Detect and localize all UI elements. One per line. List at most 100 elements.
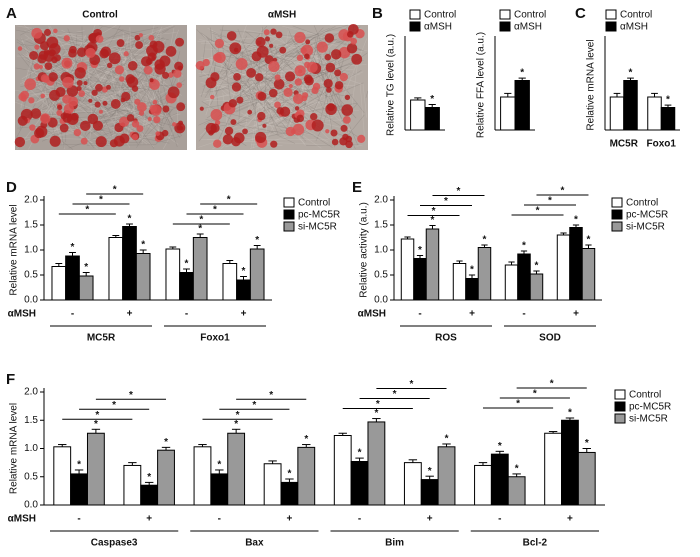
comparison-label: * <box>533 389 537 400</box>
lipid-droplet <box>348 24 359 35</box>
group-label: SOD <box>539 333 561 344</box>
bar <box>350 460 369 506</box>
significance: * <box>234 419 238 430</box>
lipid-droplet <box>235 58 248 70</box>
legend-label: αMSH <box>620 22 648 33</box>
lipid-droplet <box>92 120 103 131</box>
comparison-label: * <box>199 215 203 226</box>
image-label: αMSH <box>268 10 296 21</box>
cell-texture <box>253 91 261 149</box>
comparison-label: * <box>432 206 436 217</box>
cell-texture <box>139 66 142 78</box>
condition-label: + <box>567 514 573 525</box>
lipid-droplet <box>60 112 67 120</box>
cell-texture <box>299 126 329 143</box>
lipid-droplet <box>268 88 278 98</box>
significance: * <box>185 259 189 270</box>
cell-texture <box>243 62 288 89</box>
lipid-droplet <box>44 62 53 71</box>
lipid-droplet <box>298 69 303 74</box>
y-axis-label: Relative mRNA level <box>9 403 20 494</box>
lipid-droplet <box>95 83 103 92</box>
lipid-droplet <box>61 57 73 69</box>
significance: * <box>418 245 422 256</box>
lipid-droplet <box>262 123 267 128</box>
y-axis-label: Relative mRNA level <box>586 39 597 130</box>
lipid-droplet <box>214 51 226 64</box>
cell-texture <box>287 28 324 110</box>
error-bar <box>196 233 204 238</box>
lipid-droplet <box>17 115 28 126</box>
lipid-droplet <box>210 123 220 133</box>
group-label: Bcl-2 <box>523 538 548 549</box>
error-bar <box>582 448 591 453</box>
lipid-droplet <box>175 37 185 47</box>
lipid-droplet <box>300 47 307 54</box>
cell-texture <box>21 37 66 150</box>
bar <box>556 234 571 301</box>
lipid-droplet <box>276 107 284 115</box>
error-bar <box>69 252 76 256</box>
legend-swatch <box>409 21 421 32</box>
lipid-droplet <box>255 36 266 48</box>
bar <box>517 253 531 301</box>
lipid-droplet <box>350 37 358 45</box>
condition-label: + <box>241 309 247 320</box>
error-bar <box>408 459 418 463</box>
lipid-droplet <box>316 41 328 53</box>
lipid-droplet <box>43 28 51 36</box>
lipid-droplet <box>346 43 358 54</box>
cell-texture <box>233 75 265 111</box>
lipid-droplet <box>155 131 161 136</box>
significance: * <box>431 215 435 226</box>
error-bar <box>112 235 120 238</box>
lipid-droplet <box>247 109 253 115</box>
lipid-droplet <box>14 136 26 148</box>
cell-texture <box>244 82 284 134</box>
significance: * <box>94 419 98 430</box>
y-tick-label: 2.0 <box>374 195 388 206</box>
y-tick-label: 1.0 <box>374 245 388 256</box>
y-axis-label: Relative mRNA level <box>9 204 20 295</box>
lipid-droplet <box>294 106 300 111</box>
significance: * <box>522 241 526 252</box>
lipid-droplet <box>136 102 147 112</box>
error-bar <box>139 249 147 254</box>
bar <box>424 107 440 131</box>
lipid-droplet <box>56 109 63 117</box>
lipid-droplet <box>121 91 131 102</box>
error-bar <box>302 444 311 448</box>
legend-swatch <box>409 9 421 20</box>
lipid-droplet <box>138 33 143 38</box>
legend-swatch <box>614 401 626 412</box>
lipid-droplet <box>162 105 170 113</box>
comparison-label: * <box>410 379 414 390</box>
legend-label: Control <box>620 10 652 21</box>
lipid-droplet <box>312 82 321 91</box>
lipid-droplet <box>125 74 136 84</box>
significance: * <box>358 448 362 459</box>
lipid-droplet <box>270 140 278 148</box>
micrographs <box>14 24 369 150</box>
lipid-droplet <box>257 111 266 121</box>
lipid-droplet <box>40 113 51 124</box>
condition-label: + <box>573 309 579 320</box>
bar <box>210 473 229 506</box>
significance: * <box>535 261 539 272</box>
cell-texture <box>222 111 338 142</box>
legend-swatch <box>614 389 626 400</box>
error-bar <box>520 250 528 254</box>
bar <box>529 273 544 301</box>
error-bar <box>416 255 424 259</box>
lipid-droplet <box>296 114 305 123</box>
lipid-droplet <box>279 46 287 54</box>
cell-texture <box>244 78 276 135</box>
cell-texture <box>87 62 92 114</box>
lipid-droplet <box>113 135 125 147</box>
cell-texture <box>210 27 219 110</box>
lipid-droplet <box>127 60 138 71</box>
group-label: MC5R <box>87 333 116 344</box>
cell-texture <box>112 36 137 93</box>
cell-texture <box>260 31 328 64</box>
cell-texture <box>205 119 299 137</box>
